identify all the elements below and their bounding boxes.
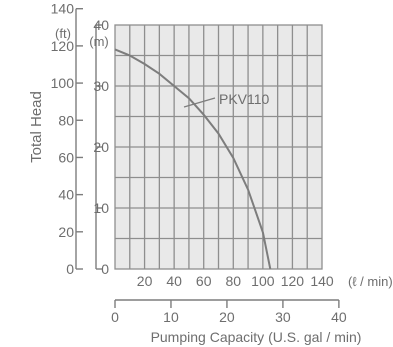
x-tick-label-lpm: 40 — [166, 273, 182, 289]
y-tick-label-m: 40 — [93, 17, 109, 33]
x-tick-label-lpm: 60 — [196, 273, 212, 289]
x-tick-label-gpm: 10 — [163, 309, 179, 325]
x-tick-label-lpm: 80 — [225, 273, 241, 289]
y-tick-label-ft: 40 — [58, 187, 74, 203]
series-label-leader — [183, 97, 216, 108]
y-unit-m: (m) — [89, 34, 109, 49]
y-tick-label-ft: 140 — [51, 1, 75, 17]
y-tick-label-ft: 20 — [58, 224, 74, 240]
y-unit-ft: (ft) — [55, 26, 71, 41]
y-tick-label-ft: 100 — [51, 75, 75, 91]
y-tick-label-ft: 120 — [51, 38, 75, 54]
x-tick-label-gpm: 30 — [275, 309, 291, 325]
x-tick-label-gpm: 0 — [111, 309, 119, 325]
series-line-pkv110 — [114, 48, 272, 270]
y-tick-label-ft: 80 — [58, 112, 74, 128]
x-tick-label-gpm: 20 — [219, 309, 235, 325]
x-tick-label-lpm: 100 — [251, 273, 275, 289]
axes — [75, 8, 340, 308]
x-tick-label-lpm: 140 — [310, 273, 334, 289]
y-tick-label-m: 20 — [93, 139, 109, 155]
x-tick-label-gpm: 40 — [331, 309, 347, 325]
x-unit-lpm: (ℓ / min) — [348, 274, 393, 289]
plot-border — [114, 24, 323, 270]
x-tick-label-lpm: 20 — [137, 273, 153, 289]
y-tick-label-m: 0 — [101, 261, 109, 277]
y-tick-label-m: 10 — [93, 200, 109, 216]
y-tick-label-ft: 60 — [58, 149, 74, 165]
y-axis-title: Total Head — [28, 91, 45, 163]
series-label-pkv110: PKV110 — [219, 91, 270, 107]
y-tick-label-ft: 0 — [66, 261, 74, 277]
grid-lines — [114, 24, 323, 270]
x-tick-label-lpm: 120 — [281, 273, 305, 289]
x-axis-title-gpm: Pumping Capacity (U.S. gal / min) — [151, 329, 362, 345]
y-tick-label-m: 30 — [93, 78, 109, 94]
